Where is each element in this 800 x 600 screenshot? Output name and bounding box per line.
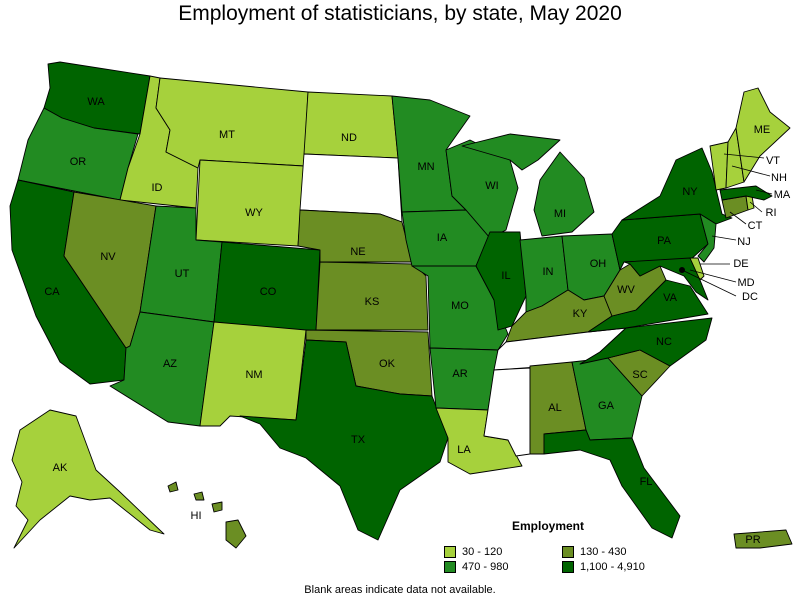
label-id: ID — [152, 182, 163, 194]
label-ct: CT — [748, 220, 763, 232]
state-de[interactable] — [689, 257, 705, 281]
label-tx: TX — [351, 434, 366, 446]
label-nd: ND — [341, 132, 357, 144]
label-ut: UT — [175, 268, 190, 280]
legend-title: Employment — [512, 519, 585, 533]
label-wv: WV — [617, 284, 635, 296]
state-ma[interactable] — [719, 185, 773, 201]
label-va: VA — [663, 292, 678, 304]
label-nm: NM — [245, 369, 262, 381]
label-ok: OK — [379, 358, 396, 370]
state-ks[interactable] — [315, 261, 429, 331]
callout-lines — [681, 153, 773, 297]
legend-item-3: 470 - 980 — [444, 561, 508, 573]
state-wy[interactable] — [195, 159, 305, 247]
label-ky: KY — [573, 308, 588, 320]
legend-label: 1,100 - 4,910 — [580, 561, 645, 573]
label-az: AZ — [163, 358, 177, 370]
label-wy: WY — [245, 207, 263, 219]
legend-label: 470 - 980 — [462, 561, 509, 573]
label-nj: NJ — [737, 236, 750, 248]
state-nc[interactable] — [579, 317, 713, 367]
label-ne: NE — [350, 246, 365, 258]
label-de: DE — [733, 258, 748, 270]
state-mi[interactable] — [461, 133, 595, 237]
legend-swatch — [444, 561, 456, 573]
label-or: OR — [70, 156, 87, 168]
state-nd[interactable] — [303, 91, 399, 159]
legend-swatch — [562, 561, 574, 573]
label-mn: MN — [417, 161, 434, 173]
label-mo: MO — [451, 300, 469, 312]
state-ne[interactable] — [297, 209, 413, 263]
legend-item-2: 130 - 430 — [562, 546, 626, 558]
label-pr: PR — [745, 534, 760, 546]
label-ny: NY — [682, 186, 698, 198]
state-ak[interactable] — [11, 409, 165, 549]
state-nj[interactable] — [697, 213, 717, 263]
state-me[interactable] — [735, 87, 791, 183]
label-mi: MI — [554, 208, 566, 220]
footnote: Blank areas indicate data not available. — [304, 584, 496, 596]
label-fl: FL — [640, 476, 653, 488]
state-pr[interactable] — [733, 529, 793, 549]
label-in: IN — [543, 266, 554, 278]
label-ma: MA — [774, 189, 791, 201]
label-ar: AR — [452, 368, 467, 380]
label-ca: CA — [44, 286, 60, 298]
state-hi[interactable] — [167, 481, 247, 549]
legend-swatch — [562, 546, 574, 558]
label-la: LA — [457, 444, 471, 456]
legend-swatch — [444, 546, 456, 558]
label-mt: MT — [219, 129, 235, 141]
legend-item-4: 1,100 - 4,910 — [562, 561, 645, 573]
label-ga: GA — [598, 400, 615, 412]
label-ia: IA — [437, 232, 448, 244]
legend-item-1: 30 - 120 — [444, 546, 502, 558]
state-fl[interactable] — [543, 429, 681, 539]
label-nv: NV — [100, 251, 116, 263]
state-mt[interactable] — [155, 77, 309, 169]
label-al: AL — [548, 402, 561, 414]
label-wi: WI — [485, 180, 498, 192]
map-title: Employment of statisticians, by state, M… — [178, 2, 622, 25]
label-ks: KS — [365, 296, 380, 308]
label-ri: RI — [766, 207, 777, 219]
label-pa: PA — [657, 235, 672, 247]
label-wa: WA — [87, 96, 105, 108]
label-ak: AK — [53, 462, 68, 474]
label-md: MD — [737, 277, 754, 289]
label-il: IL — [501, 270, 510, 282]
label-co: CO — [260, 286, 277, 298]
label-me: ME — [754, 124, 771, 136]
label-nc: NC — [656, 336, 672, 348]
legend-label: 30 - 120 — [462, 546, 503, 558]
label-oh: OH — [590, 258, 607, 270]
label-vt: VT — [766, 155, 780, 167]
legend-label: 130 - 430 — [580, 546, 627, 558]
state-tx[interactable] — [239, 339, 449, 541]
label-nh: NH — [771, 172, 787, 184]
label-sc: SC — [632, 369, 647, 381]
label-dc: DC — [742, 291, 758, 303]
label-hi: HI — [191, 510, 202, 522]
